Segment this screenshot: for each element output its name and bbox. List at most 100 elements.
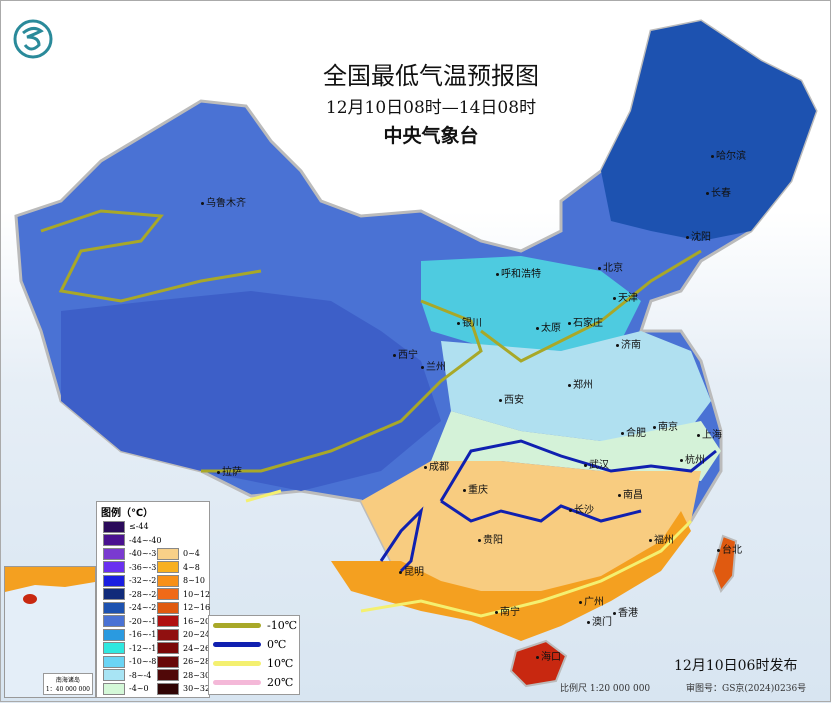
legend-item: 8~10: [157, 574, 210, 588]
city-label: 福州: [649, 531, 674, 546]
legend-label: -44~-40: [129, 535, 162, 545]
legend-item: -36~-32: [103, 561, 161, 575]
legend-warm-column: 0~4 4~8 8~10 10~12 12~16 16~20 20~24 24~26 26~28…: [157, 547, 210, 696]
legend-label: -32~-28: [129, 576, 162, 586]
legend-item: 30~32: [157, 682, 210, 696]
map-scale: 比例尺 1:20 000 000: [560, 684, 651, 694]
isotherm-label: 10℃: [267, 657, 294, 670]
city-label: 西安: [499, 391, 524, 406]
legend-label: -8~-4: [129, 670, 152, 680]
region-south: [331, 511, 691, 641]
legend-label: 8~10: [183, 576, 205, 586]
legend-item: -8~-4: [103, 669, 161, 683]
south-china-sea-inset: 南海诸岛 1：40 000 000: [4, 566, 96, 698]
legend-label: 10~12: [183, 589, 211, 599]
legend-item: -28~-24: [103, 588, 161, 602]
legend-item: 26~28: [157, 655, 210, 669]
legend-label: 12~16: [183, 603, 211, 613]
legend-swatch: [157, 682, 179, 695]
legend-swatch: [103, 561, 125, 574]
city-label: 武汉: [584, 456, 609, 471]
city-label: 拉萨: [217, 463, 242, 478]
region-tibet: [61, 291, 441, 491]
legend-swatch: [157, 601, 179, 614]
legend-item: 16~20: [157, 615, 210, 629]
isotherm-legend-item: 10℃: [209, 654, 299, 673]
city-label: 乌鲁木齐: [201, 194, 246, 209]
region-pale-green: [431, 411, 721, 481]
legend-swatch: [103, 547, 125, 560]
legend: 图例（℃） ≤-44 -44~-40 -40~-36 -36~-32 -32~-28 -2…: [96, 501, 210, 698]
isotherm-legend: -10℃ 0℃ 10℃ 20℃: [208, 615, 300, 695]
legend-label: -20~-16: [129, 616, 162, 626]
legend-item: -16~-12: [103, 628, 161, 642]
legend-swatch: [103, 574, 125, 587]
issued-time: 12月10日06时发布: [674, 658, 798, 674]
city-label: 南京: [653, 418, 678, 433]
legend-item: -44~-40: [103, 534, 161, 548]
legend-swatch: [103, 601, 125, 614]
city-label: 南宁: [495, 603, 520, 618]
isotherm-label: 20℃: [267, 676, 294, 689]
isotherm-legend-item: 0℃: [209, 635, 299, 654]
legend-title: 图例（℃）: [101, 508, 154, 519]
legend-label: -28~-24: [129, 589, 162, 599]
city-label: 银川: [457, 314, 482, 329]
legend-label: 28~30: [183, 670, 211, 680]
city-label: 台北: [717, 541, 742, 556]
legend-swatch: [103, 628, 125, 641]
city-label: 广州: [579, 593, 604, 608]
city-label: 澳门: [587, 613, 612, 628]
legend-label: -24~-20: [129, 603, 162, 613]
legend-item: -24~-20: [103, 601, 161, 615]
legend-swatch: [157, 574, 179, 587]
isotherm-10: [245, 489, 693, 618]
city-label: 沈阳: [686, 228, 711, 243]
legend-label: 20~24: [183, 630, 211, 640]
isotherm-line-swatch: [213, 661, 261, 666]
inset-title: 南海诸岛: [55, 677, 80, 684]
legend-label: 16~20: [183, 616, 211, 626]
legend-cold-column: ≤-44 -44~-40 -40~-36 -36~-32 -32~-28 -28~-24 -…: [103, 520, 161, 696]
inset-caption: 南海诸岛 1：40 000 000: [42, 673, 93, 695]
inset-map: [5, 567, 95, 604]
legend-item: -20~-16: [103, 615, 161, 629]
city-label: 兰州: [421, 358, 446, 373]
city-label: 贵阳: [478, 531, 503, 546]
city-label: 长沙: [569, 501, 594, 516]
legend-label: 24~26: [183, 643, 211, 653]
city-label: 哈尔滨: [711, 147, 746, 162]
legend-swatch: [157, 547, 179, 560]
agency-name: 中央气象台: [383, 125, 479, 147]
city-label: 北京: [598, 259, 623, 274]
isotherm-line-swatch: [213, 680, 261, 685]
legend-label: 4~8: [183, 562, 200, 572]
legend-swatch: [103, 615, 125, 628]
isotherm-line-swatch: [213, 642, 261, 647]
legend-label: -10~-8: [129, 657, 157, 667]
review-number: 审图号：GS京(2024)0236号: [686, 684, 807, 694]
city-label: 南昌: [618, 486, 643, 501]
legend-swatch: [157, 561, 179, 574]
inset-scale: 1：40 000 000: [45, 686, 90, 693]
legend-swatch: [157, 655, 179, 668]
isotherm-line-swatch: [213, 623, 261, 628]
legend-item: ≤-44: [103, 520, 161, 534]
legend-swatch: [103, 655, 125, 668]
legend-label: 0~4: [183, 549, 200, 559]
city-label: 济南: [616, 336, 641, 351]
legend-swatch: [157, 588, 179, 601]
legend-item: -10~-8: [103, 655, 161, 669]
city-label: 石家庄: [568, 314, 603, 329]
city-label: 呼和浩特: [496, 265, 541, 280]
legend-swatch: [103, 534, 125, 547]
legend-label: -36~-32: [129, 562, 162, 572]
legend-item: 20~24: [157, 628, 210, 642]
legend-label: -40~-36: [129, 549, 162, 559]
legend-item: 28~30: [157, 669, 210, 683]
map-title: 全国最低气温预报图: [323, 62, 539, 90]
isotherm-label: 0℃: [267, 638, 287, 651]
isotherm-label: -10℃: [267, 619, 298, 632]
city-label: 杭州: [680, 451, 705, 466]
